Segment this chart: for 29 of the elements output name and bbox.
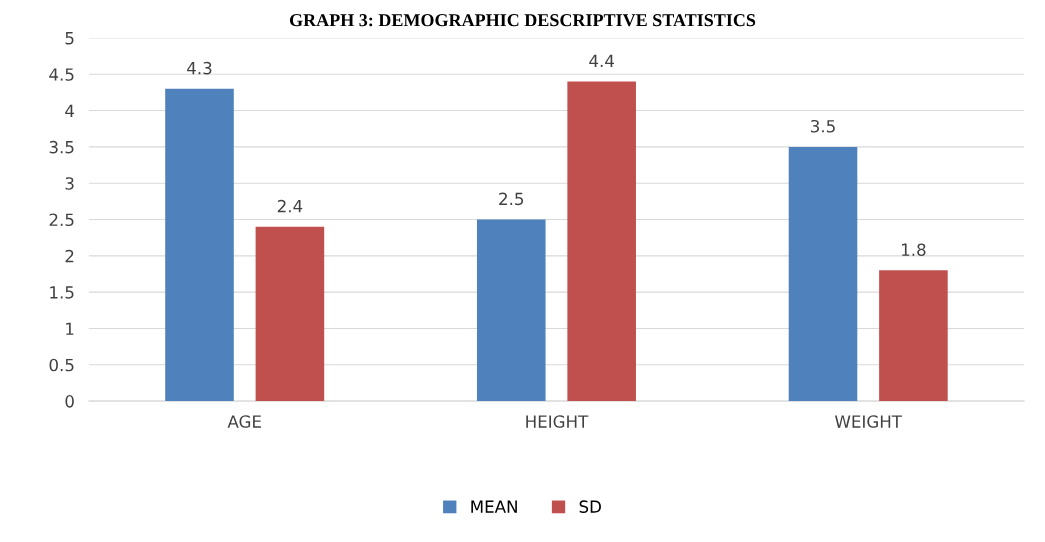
x-tick-label: HEIGHT bbox=[526, 415, 589, 428]
bar bbox=[165, 88, 234, 402]
data-label: 4.3 bbox=[187, 61, 212, 75]
bar bbox=[879, 270, 948, 402]
y-tick-label: 4.5 bbox=[49, 68, 74, 81]
y-tick-label: 5 bbox=[65, 32, 74, 45]
legend-label: SD bbox=[579, 500, 601, 513]
y-tick-label: 0 bbox=[65, 395, 74, 408]
y-tick-label: 3.5 bbox=[49, 140, 74, 154]
y-tick-label: 2 bbox=[65, 249, 74, 263]
data-label: 4.4 bbox=[589, 54, 614, 67]
data-label: 3.5 bbox=[811, 119, 835, 133]
y-tick-label: 1 bbox=[66, 322, 74, 335]
bar bbox=[255, 226, 325, 402]
x-tick-label: AGE bbox=[227, 415, 261, 428]
legend-label: MEAN bbox=[471, 500, 517, 513]
y-tick-label: 0.5 bbox=[49, 358, 74, 372]
y-tick-label: 1.5 bbox=[50, 286, 74, 299]
bar bbox=[567, 81, 636, 402]
data-label: 2.5 bbox=[499, 192, 524, 206]
y-tick-label: 2.5 bbox=[49, 213, 74, 227]
x-tick-label: WEIGHT bbox=[835, 415, 903, 428]
bar bbox=[476, 219, 546, 402]
y-tick-label: 3 bbox=[65, 177, 74, 190]
data-label: 1.8 bbox=[902, 243, 926, 257]
bar bbox=[788, 146, 858, 402]
chart-title: GRAPH 3: DEMOGRAPHIC DESCRIPTIVE STATISTICS bbox=[289, 14, 756, 27]
y-tick-label: 4 bbox=[65, 104, 74, 117]
data-label: 2.4 bbox=[277, 199, 303, 213]
